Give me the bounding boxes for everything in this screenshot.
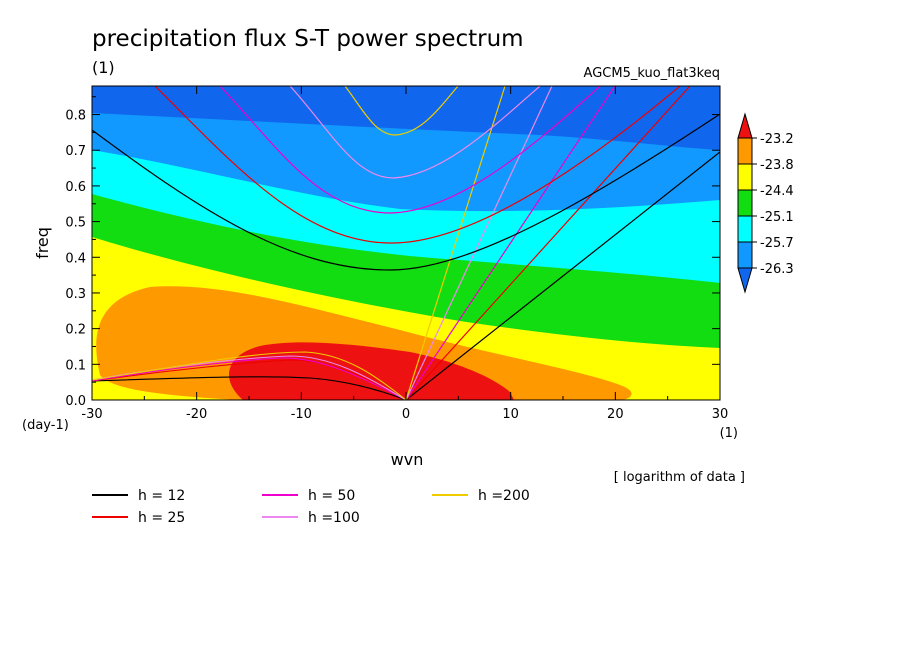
y-tick-label: 0.1 (65, 358, 86, 373)
rossby-curves (92, 351, 407, 400)
y-tick-label: 0.4 (65, 251, 86, 266)
x-tick-label: -10 (291, 407, 312, 422)
footnote: [ logarithm of data ] (614, 470, 745, 485)
x-axis-label: wvn (391, 450, 424, 469)
rossby-h25 (92, 359, 407, 400)
colorbar-label: -24.4 (760, 184, 794, 199)
x-tick-label: 30 (712, 407, 729, 422)
kelvin-h50 (405, 86, 616, 400)
chart-title: precipitation flux S-T power spectrum (92, 26, 524, 52)
y-tick-label: 0.6 (65, 180, 86, 195)
kelvin-h100 (405, 86, 553, 400)
colorbar-label: -23.2 (760, 132, 794, 147)
y-tick-label: 0.5 (65, 216, 86, 231)
legend-label: h = 12 (138, 488, 185, 504)
y-tick-label: 0.7 (65, 144, 86, 159)
colorbar-swatch (737, 137, 753, 165)
colorbar-label: -23.8 (760, 158, 794, 173)
rossby-h50 (92, 357, 407, 400)
y-tick-label: 0.2 (65, 323, 86, 338)
colorbar-label: -25.7 (760, 236, 794, 251)
kelvin-lines (405, 86, 720, 400)
colorbar: -23.2 -23.8 -24.4 -25.1 -25.7 -26.3 (737, 112, 794, 294)
ig-curves (92, 86, 720, 271)
kelvin-h200 (405, 86, 506, 400)
colorbar-bottom-arrow (737, 267, 753, 294)
colorbar-swatch (737, 215, 753, 243)
colorbar-swatch (737, 241, 753, 269)
x-axis-ticks: -30 -20 -10 0 10 20 30 (81, 86, 728, 422)
colorbar-label: -25.1 (760, 210, 794, 225)
plot-area (92, 86, 720, 400)
x-tick-label: 20 (607, 407, 624, 422)
x-tick-label: -20 (186, 407, 207, 422)
y-axis-units: (day-1) (22, 418, 69, 433)
x-tick-label: 10 (502, 407, 519, 422)
kelvin-h25 (405, 86, 691, 400)
rossby-h200 (92, 351, 407, 400)
colorbar-top-arrow (737, 112, 753, 139)
legend: h = 12 h = 25 h = 50 h =100 h =200 (92, 488, 530, 526)
ig-h25 (154, 86, 681, 244)
legend-label: h = 25 (138, 510, 185, 526)
rossby-h12 (92, 376, 407, 400)
ig-h100 (289, 86, 541, 179)
y-axis-ticks: 0.0 0.1 0.2 0.3 0.4 0.5 0.6 0.7 0.8 (65, 96, 720, 409)
ig-h50 (219, 86, 601, 214)
x-tick-label: -30 (81, 407, 102, 422)
ig-h12 (92, 113, 720, 271)
colorbar-swatch (737, 189, 753, 217)
colorbar-swatch (737, 163, 753, 191)
chart-subtitle-left: (1) (92, 58, 115, 77)
legend-label: h =200 (478, 488, 530, 504)
legend-label: h =100 (308, 510, 360, 526)
y-tick-label: 0.8 (65, 109, 86, 124)
ig-h200 (344, 86, 459, 136)
chart-subtitle-right: AGCM5_kuo_flat3keq (584, 66, 720, 81)
x-axis-units: (1) (720, 426, 738, 441)
kelvin-h12 (405, 151, 720, 400)
colorbar-label: -26.3 (760, 262, 794, 277)
legend-label: h = 50 (308, 488, 355, 504)
y-axis-label: freq (33, 227, 52, 259)
y-tick-label: 0.0 (65, 394, 86, 409)
y-tick-label: 0.3 (65, 287, 86, 302)
x-tick-label: 0 (402, 407, 410, 422)
